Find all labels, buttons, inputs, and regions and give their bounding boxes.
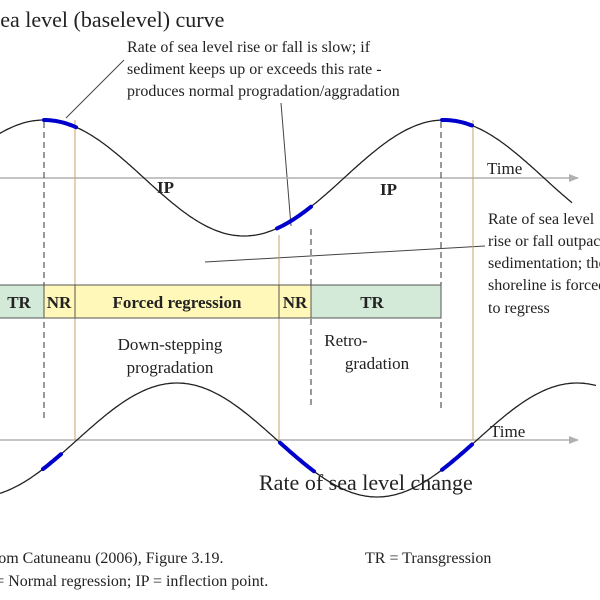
highlight-segment: [41, 452, 63, 471]
caption-source: Modified from Catuneanu (2006), Figure 3…: [0, 550, 224, 567]
fast-annotation-line-2: rise or fall outpaces: [488, 233, 600, 250]
figure-caption: Modified from Catuneanu (2006), Figure 3…: [0, 550, 491, 590]
band-nr-right: [278, 284, 312, 319]
band-label-forced-regression: Forced regression: [113, 293, 242, 312]
guide-lines: [74, 120, 474, 440]
band-label-tr-left: TR: [7, 293, 31, 312]
band-tr-right: [310, 284, 442, 319]
band-tr-left: [0, 284, 45, 319]
down-stepping-line-2: progradation: [127, 358, 214, 377]
ip-label-1: IP: [157, 178, 174, 197]
band-label-nr-left: NR: [47, 293, 72, 312]
rate-of-change-label: Rate of sea level change: [259, 470, 473, 495]
fast-annotation-line-5: to regress: [488, 300, 550, 317]
diagram-title: Sea level (baselevel) curve: [0, 7, 224, 32]
highlight-segment: [278, 440, 316, 474]
highlight-segment: [440, 118, 474, 128]
caption-nr-ip-definition: NR = Normal regression; IP = inflection …: [0, 573, 268, 590]
band-label-tr-right: TR: [360, 293, 384, 312]
slow-annotation-line-2: sediment keeps up or exceeds this rate -: [127, 61, 382, 78]
band-label-nr-right: NR: [283, 293, 308, 312]
slow-rate-annotation: Rate of sea level rise or fall is slow; …: [127, 39, 400, 100]
retrogradation-line-1: Retro-: [324, 331, 368, 350]
retrogradation-line-2: gradation: [345, 354, 410, 373]
fast-rate-annotation: Rate of sea level rise or fall outpaces …: [488, 211, 600, 317]
band-nr-left: [43, 284, 76, 319]
highlight-segments: [41, 118, 474, 474]
stage-labels: Down-stepping progradation Retro- gradat…: [118, 331, 410, 377]
down-stepping-line-1: Down-stepping: [118, 335, 223, 354]
fast-annotation-line-3: sedimentation; the: [488, 255, 600, 272]
slow-annotation-line-3: produces normal progradation/aggradation: [127, 83, 400, 100]
fast-pointer-line: [204, 245, 486, 263]
highlight-segment: [440, 442, 474, 472]
ip-label-2: IP: [380, 180, 397, 199]
slow-pointer-line-peak: [65, 59, 125, 119]
bottom-axis-label: Time: [490, 422, 525, 441]
highlight-segment: [42, 118, 78, 130]
band-forced-regression: [74, 284, 280, 319]
slow-pointer-line-trough: [280, 102, 292, 227]
dashed-boundaries: [43, 122, 442, 422]
top-axis-label: Time: [487, 159, 522, 178]
highlight-segment: [275, 204, 313, 231]
fast-annotation-line-4: shoreline is forced: [488, 277, 600, 294]
caption-tr-definition: TR = Transgression: [365, 550, 491, 567]
fast-annotation-line-1: Rate of sea level: [488, 211, 595, 228]
systems-tract-bands: TR NR Forced regression NR TR: [0, 284, 442, 319]
slow-annotation-line-1: Rate of sea level rise or fall is slow; …: [127, 39, 371, 56]
